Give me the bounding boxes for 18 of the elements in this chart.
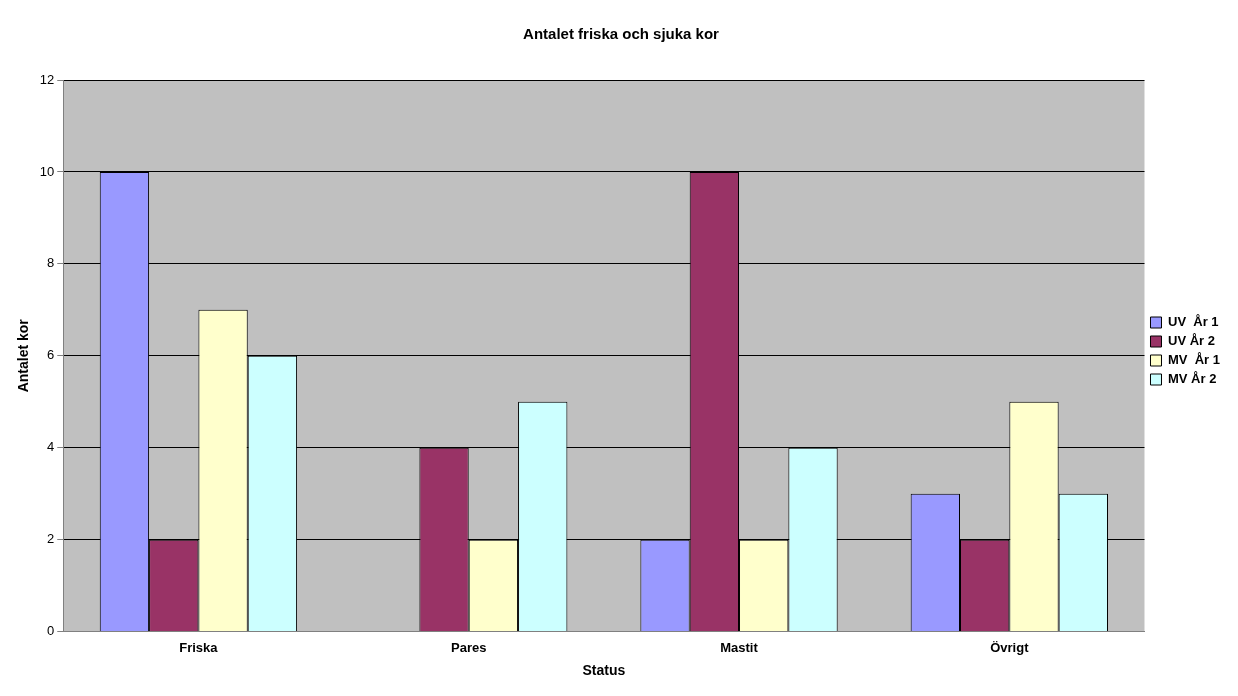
legend-label: UV År 1 <box>1167 314 1219 330</box>
y-tick-label: 2 <box>47 531 55 547</box>
x-tick-label: Mastit <box>720 639 759 655</box>
x-tick-label: Pares <box>451 639 487 655</box>
x-tick-label: Övrigt <box>990 639 1030 655</box>
x-axis-title: Status <box>582 662 626 679</box>
y-tick-label: 0 <box>47 623 55 639</box>
y-tick-label: 12 <box>39 71 55 87</box>
legend-label: MV År 1 <box>1167 352 1220 368</box>
x-tick-label: Friska <box>179 639 219 655</box>
legend-label: UV År 2 <box>1167 333 1215 349</box>
y-tick-label: 8 <box>47 255 55 271</box>
y-tick-label: 6 <box>47 347 55 363</box>
y-tick-label: 4 <box>47 439 55 455</box>
y-tick-label: 10 <box>39 163 55 179</box>
chart-title: Antalet friska och sjuka kor <box>523 25 720 43</box>
y-axis-title: Antalet kor <box>15 318 32 393</box>
legend-label: MV År 2 <box>1167 371 1217 387</box>
